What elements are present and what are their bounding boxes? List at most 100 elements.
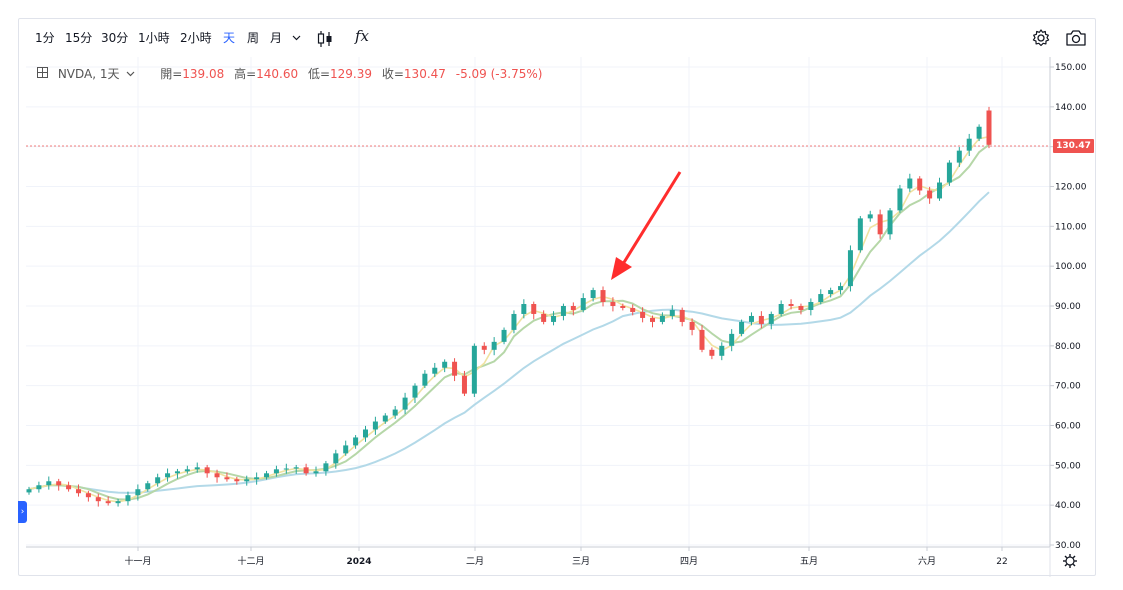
price-tick-label: 100.00 [1055,262,1087,272]
candle-body [867,214,873,219]
candle-body [66,485,72,490]
candle-body [551,315,557,322]
candle-body [382,415,388,422]
candle-body [838,286,844,291]
candle-body [452,361,458,376]
timeframe-1mo[interactable]: 月 [270,31,283,45]
candle-body [719,345,725,356]
candle-body [244,479,250,482]
legend-high-label: 高= [234,67,257,81]
legend-chevron-down-icon[interactable] [126,70,136,78]
candle-body [877,214,883,235]
timeframe-1d[interactable]: 天 [223,31,236,45]
candle-body [679,309,685,322]
chart-widget: 30.00 40.00 50.00 60.00 70.00 80.00 90.00 100.0… [18,18,1097,577]
candle-body [778,304,784,314]
candle-body [491,341,497,350]
candle-body [560,306,566,316]
time-tick-label: 十一月 [124,555,151,567]
candle-body [174,471,180,474]
ma-slow-line [28,191,990,494]
scroll-left-handle[interactable]: › [18,501,27,523]
annotation-arrow[interactable] [611,171,682,280]
candle-body [412,385,418,398]
price-tick-label: 140.00 [1055,103,1087,113]
candle-body [748,315,754,322]
price-tick-label: 30.00 [1055,541,1081,551]
candle-body [541,313,547,322]
candle-body [333,453,339,464]
timeframe-1h[interactable]: 1小時 [138,31,170,45]
timeframe-1m[interactable]: 1分 [35,31,55,45]
candle-body [36,485,42,490]
camera-icon[interactable] [1065,28,1087,48]
price-chart[interactable]: 30.00 40.00 50.00 60.00 70.00 80.00 90.00 100.0… [19,19,1097,577]
candle-body [501,329,507,342]
candle-body [234,479,240,482]
candle-body [946,162,952,183]
candle-body [917,178,923,191]
candle-body [46,481,52,486]
candle-body [303,467,309,474]
chevron-down-icon[interactable] [292,34,301,42]
candle-body [372,421,378,430]
candle-body [432,367,438,374]
axis-settings-icon[interactable] [1063,554,1077,568]
candle-body [907,178,913,189]
moving-averages [28,135,990,503]
candle-body [739,321,745,334]
time-tick-label: 十二月 [237,555,264,567]
candle-body [927,190,933,199]
candle-body [699,329,705,350]
candle-body [669,309,675,316]
candle-body [570,306,576,310]
legend-low-label: 低= [307,67,331,81]
candle-body [56,481,62,486]
legend-symbol[interactable]: NVDA, 1天 [57,67,120,81]
candle-body [313,471,319,474]
candle-body [798,306,804,310]
candlestick-icon[interactable] [317,29,333,49]
ma-mid-line [28,143,990,501]
candle-body [729,333,735,346]
candle-body [214,473,220,478]
candle-body [293,467,299,469]
price-tick-label: 110.00 [1055,222,1087,232]
legend-grid-icon[interactable] [37,67,48,81]
candle-body [521,304,527,314]
candle-body [155,477,161,484]
candle-body [956,150,962,163]
candle-body [689,321,695,330]
candle-body [264,473,270,478]
legend-open-value: 139.08 [182,67,225,81]
candle-body [165,473,171,478]
candle-body [75,489,81,494]
symbol-legend: NVDA, 1天 開=139.08 高=140.60 低=129.39 收=13… [37,65,542,82]
candle-body [887,210,893,235]
candle-body [26,489,32,493]
candle-body [659,315,665,322]
settings-gear-icon[interactable] [1031,28,1051,48]
indicators-button[interactable]: fx [355,27,370,45]
candle-body [323,463,329,472]
candle-body [273,469,279,474]
candle-body [85,493,91,498]
timeframe-1w[interactable]: 周 [247,31,260,45]
candle-body [481,345,487,350]
candle-body [818,294,824,303]
toolbar: 1分 15分 30分 1小時 2小時 天 周 月 fx [19,19,1097,59]
price-tick-label: 50.00 [1055,461,1081,471]
timeframe-15m[interactable]: 15分 [65,31,93,45]
candle-body [125,495,131,502]
time-tick-label: 六月 [918,555,936,567]
candle-body [897,188,903,211]
candle-body [758,315,764,324]
ma-fast-line [28,135,990,503]
timeframe-2h[interactable]: 2小時 [180,31,212,45]
candle-body [808,302,814,310]
candle-body [590,290,596,299]
candle-body [145,483,151,490]
candle-body [461,375,467,394]
candle-body [986,110,992,145]
timeframe-30m[interactable]: 30分 [101,31,129,45]
